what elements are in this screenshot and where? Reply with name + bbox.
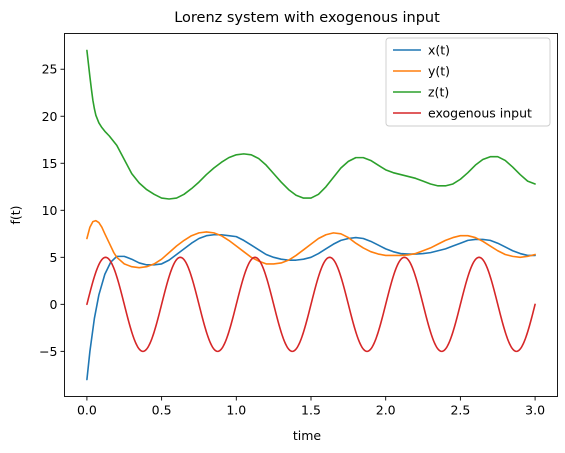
x-tick-label: 0.5 (152, 403, 172, 418)
legend-label-exogenous-input: exogenous input (428, 106, 532, 121)
x-tick-label: 1.0 (226, 403, 246, 418)
y-tick-label: 20 (42, 109, 58, 124)
legend-label-y-t: y(t) (428, 64, 450, 79)
y-tick-label: −5 (39, 344, 57, 359)
x-tick-label: 2.0 (376, 403, 396, 418)
y-axis-label: f(t) (8, 205, 23, 224)
series-line-y-t (86, 219, 536, 269)
x-axis-label: time (293, 428, 322, 443)
x-tick-label: 2.5 (450, 403, 470, 418)
y-tick-label: 5 (50, 250, 58, 265)
y-tick-label: 15 (42, 156, 58, 171)
x-tick-label: 3.0 (525, 403, 545, 418)
series-line-z-t (86, 49, 536, 200)
legend-label-z-t: z(t) (428, 85, 449, 100)
legend-frame (385, 37, 551, 127)
y-tick-label: 25 (42, 62, 58, 77)
series-layer (86, 49, 536, 381)
x-tick-label: 0.0 (77, 403, 97, 418)
x-axis-ticks: 0.0 0.5 1.0 1.5 2.0 2.5 3.0 (77, 396, 545, 418)
y-tick-label: 10 (42, 203, 58, 218)
y-tick-label: 0 (50, 297, 58, 312)
series-line-exogenous-input (86, 256, 536, 353)
legend-label-x-t: x(t) (428, 43, 450, 58)
y-axis-ticks: −5 0 5 10 15 20 25 (39, 62, 65, 359)
legend: x(t) y(t) z(t) exogenous input (385, 37, 551, 127)
x-tick-label: 1.5 (301, 403, 321, 418)
series-line-x-t (86, 233, 536, 381)
chart-title: Lorenz system with exogenous input (174, 10, 440, 26)
